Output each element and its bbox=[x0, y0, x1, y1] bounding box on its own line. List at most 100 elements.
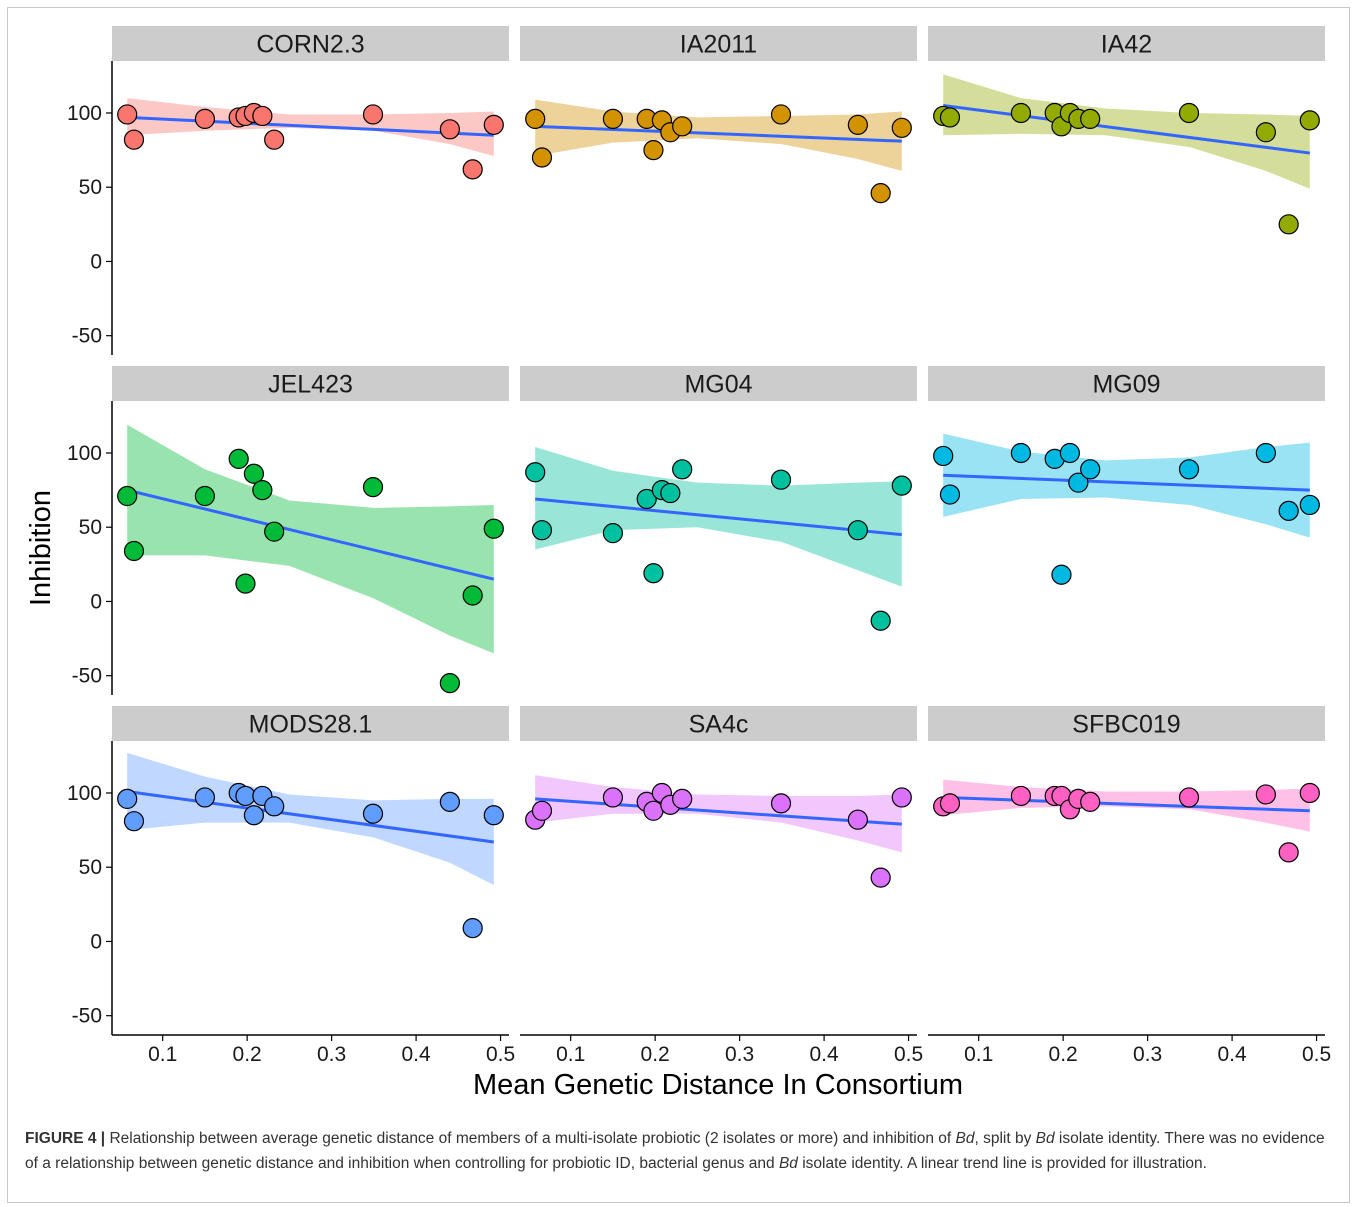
data-point bbox=[531, 520, 553, 541]
trend-line bbox=[943, 795, 1310, 813]
x-tick-label: 0.1 bbox=[148, 1043, 177, 1066]
data-point bbox=[1255, 442, 1276, 464]
data-point bbox=[1255, 122, 1276, 143]
trend-line bbox=[943, 104, 1310, 155]
x-tick-label: 0.4 bbox=[809, 1043, 839, 1066]
data-point bbox=[636, 488, 657, 510]
trend-line bbox=[943, 473, 1310, 492]
facet-panel-sa4c: SA4c 0.1 0.2 0.3 0.4 0.5 bbox=[520, 706, 923, 1066]
data-point bbox=[602, 523, 624, 544]
y-tick-label: 100 bbox=[67, 102, 102, 125]
facet-panel-jel423: JEL423 100 50 0 -50 bbox=[67, 366, 509, 695]
data-point bbox=[643, 139, 664, 161]
data-point bbox=[672, 459, 693, 480]
facet-panel-mg04: MG04 bbox=[520, 366, 917, 631]
data-point bbox=[117, 104, 138, 125]
data-point bbox=[1278, 500, 1299, 521]
data-point bbox=[252, 479, 273, 501]
x-tick-label: 0.2 bbox=[641, 1043, 670, 1066]
data-point bbox=[847, 809, 868, 830]
data-point bbox=[870, 183, 891, 204]
data-point bbox=[1080, 459, 1101, 480]
data-point bbox=[1178, 459, 1200, 480]
caption-segment: isolate identity. There was no evidence … bbox=[25, 1130, 1325, 1172]
data-point bbox=[770, 104, 792, 125]
caption-segment: , split by bbox=[974, 1130, 1036, 1147]
figure-frame bbox=[7, 7, 1350, 1203]
data-point bbox=[243, 463, 265, 484]
facet-strip bbox=[928, 706, 1325, 741]
data-point bbox=[847, 114, 868, 135]
facet-strip-label: MG09 bbox=[1092, 371, 1160, 399]
data-point bbox=[235, 573, 256, 594]
y-tick-label: 0 bbox=[90, 250, 102, 273]
data-point bbox=[264, 129, 285, 150]
data-point bbox=[1068, 472, 1089, 493]
facet-strip bbox=[112, 366, 509, 401]
data-point bbox=[847, 520, 868, 541]
data-point bbox=[439, 119, 460, 140]
data-point bbox=[123, 129, 145, 150]
facet-strip bbox=[520, 26, 917, 61]
y-tick-label: 100 bbox=[67, 782, 102, 805]
data-point bbox=[194, 485, 216, 507]
facet-strip-label: SA4c bbox=[689, 711, 749, 739]
data-point bbox=[1178, 787, 1200, 808]
caption-figure-label: FIGURE 4 | bbox=[25, 1130, 106, 1147]
data-point bbox=[1178, 102, 1200, 124]
data-point bbox=[525, 462, 546, 483]
data-point bbox=[770, 469, 792, 490]
confidence-ribbon bbox=[127, 424, 494, 654]
x-tick-label: 0.5 bbox=[894, 1043, 923, 1066]
trend-line bbox=[535, 124, 902, 143]
data-point bbox=[117, 788, 138, 810]
data-point bbox=[235, 785, 256, 807]
data-point bbox=[264, 521, 285, 542]
confidence-ribbon bbox=[943, 74, 1310, 189]
y-tick-label: 0 bbox=[90, 930, 102, 953]
y-tick-label: -50 bbox=[72, 325, 102, 348]
facet-panel-mg09: MG09 bbox=[928, 366, 1325, 585]
x-tick-label: 0.5 bbox=[486, 1043, 515, 1066]
data-point bbox=[531, 800, 553, 821]
data-point bbox=[243, 805, 265, 826]
data-point bbox=[483, 518, 504, 539]
data-point bbox=[1010, 442, 1032, 464]
data-point bbox=[672, 788, 693, 810]
facet-strip bbox=[520, 706, 917, 741]
trend-line bbox=[127, 115, 494, 137]
y-tick-label: 0 bbox=[90, 590, 102, 613]
facet-panel-ia2011: IA2011 bbox=[520, 26, 917, 204]
data-point bbox=[483, 114, 504, 135]
data-point bbox=[362, 803, 384, 824]
trend-line bbox=[126, 488, 495, 581]
data-point bbox=[194, 787, 216, 808]
y-tick-label: 50 bbox=[79, 856, 102, 879]
facet-strip-label: JEL423 bbox=[268, 371, 353, 399]
data-point bbox=[870, 867, 891, 888]
data-point bbox=[228, 448, 249, 470]
x-tick-label: 0.4 bbox=[1217, 1043, 1247, 1066]
data-point bbox=[770, 793, 792, 814]
data-point bbox=[439, 791, 460, 812]
y-tick-label: 50 bbox=[79, 176, 102, 199]
x-axis-title: Mean Genetic Distance In Consortium bbox=[473, 1069, 963, 1101]
x-tick-label: 0.1 bbox=[964, 1043, 993, 1066]
facet-panel-mods28-1: MODS28.1 100 50 0 -50 0.1 0.2 0.3 0.4 0.5 bbox=[67, 706, 515, 1066]
data-point bbox=[1255, 784, 1276, 805]
data-point bbox=[462, 917, 483, 939]
facet-panel-sfbc019: SFBC019 0.1 0.2 0.3 0.4 0.5 bbox=[928, 706, 1331, 1066]
x-tick-label: 0.3 bbox=[1133, 1043, 1162, 1066]
data-point bbox=[439, 673, 460, 694]
x-tick-label: 0.2 bbox=[233, 1043, 262, 1066]
y-axis-title: Inhibition bbox=[25, 490, 57, 606]
x-tick-label: 0.3 bbox=[317, 1043, 346, 1066]
data-point bbox=[891, 475, 912, 496]
data-point bbox=[939, 107, 961, 128]
data-point bbox=[1010, 785, 1032, 807]
x-tick-label: 0.5 bbox=[1302, 1043, 1331, 1066]
data-point bbox=[660, 482, 681, 504]
data-point bbox=[1051, 564, 1072, 585]
data-point bbox=[123, 811, 145, 832]
caption-body: Relationship between average genetic dis… bbox=[25, 1130, 1325, 1172]
